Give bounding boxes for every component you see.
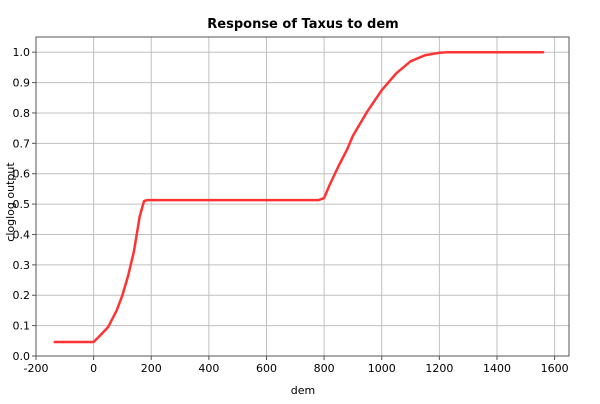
y-tick-label: 1.0 <box>13 46 31 59</box>
x-axis-label: dem <box>291 384 315 397</box>
x-tick-label: 400 <box>198 362 219 375</box>
plot-background <box>36 37 569 356</box>
y-tick-label: 0.1 <box>13 320 31 333</box>
y-tick-label: 0.8 <box>13 107 31 120</box>
series-line <box>53 50 545 344</box>
y-tick-label: 0.4 <box>13 228 31 241</box>
y-tick-label: 0.0 <box>13 350 31 363</box>
y-tick-label: 0.9 <box>13 77 31 90</box>
x-tick-label: 600 <box>256 362 277 375</box>
x-tick-label: 1600 <box>541 362 569 375</box>
x-tick-label: 200 <box>141 362 162 375</box>
y-tick-label: 0.2 <box>13 289 31 302</box>
y-tick-label: 0.3 <box>13 259 31 272</box>
chart-title: Response of Taxus to dem <box>207 17 398 32</box>
x-tick-label: 1200 <box>425 362 453 375</box>
plot-frame <box>35 36 570 357</box>
x-tick-label: 800 <box>314 362 335 375</box>
y-tick-label: 0.6 <box>13 168 31 181</box>
x-tick-label: 1000 <box>368 362 396 375</box>
x-tick-label: 1400 <box>483 362 511 375</box>
y-axis-label: cloglog output <box>4 162 17 242</box>
y-tick-label: 0.5 <box>13 198 31 211</box>
x-tick-label: 0 <box>90 362 97 375</box>
x-tick-label: -200 <box>24 362 49 375</box>
y-tick-label: 0.7 <box>13 137 31 150</box>
plot-area: -200 0 200 400 600 800 1000 1200 1400 1600 0.0 0.1 0… <box>13 36 570 375</box>
